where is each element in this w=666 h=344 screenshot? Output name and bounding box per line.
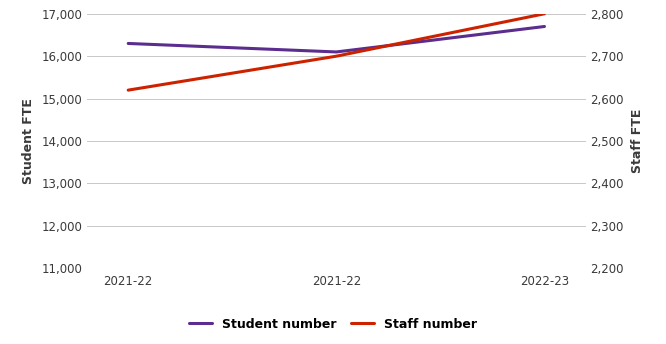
Y-axis label: Staff FTE: Staff FTE (631, 109, 644, 173)
Y-axis label: Student FTE: Student FTE (21, 98, 35, 184)
Legend: Student number, Staff number: Student number, Staff number (186, 314, 480, 334)
